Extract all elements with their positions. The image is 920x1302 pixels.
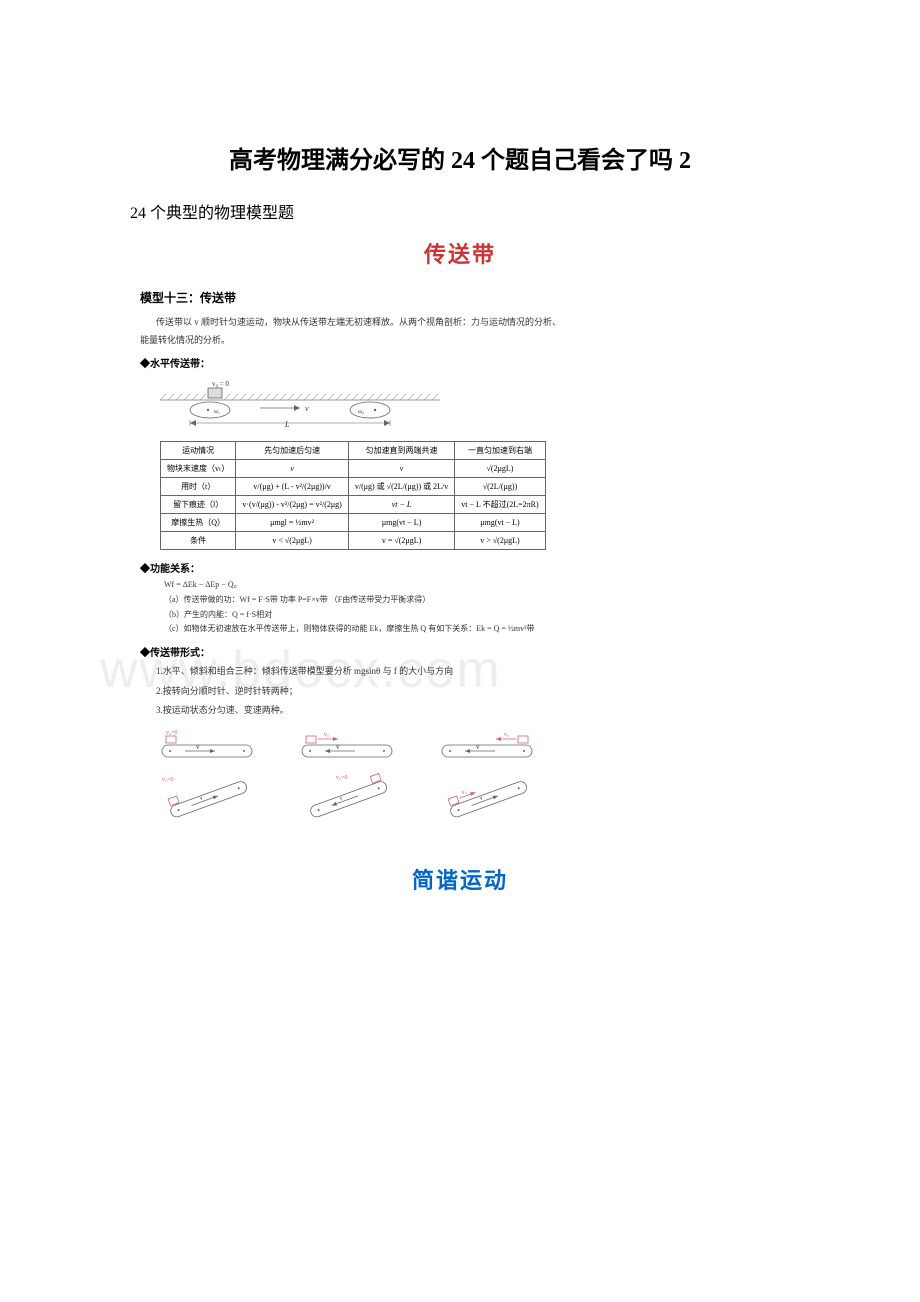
table-cell: v xyxy=(236,460,348,478)
table-cell: vt − L 不超过(2L=2πR) xyxy=(455,496,545,514)
table-cell: v < √(2μgL) xyxy=(236,532,348,550)
table-cell: μmgl = ½mv² xyxy=(236,514,348,532)
formula-4: （c）如物体无初速放在水平传送带上，则物体获得的动能 Ek，摩擦生热 Q 有如下… xyxy=(164,623,780,636)
svg-text:v₀=0: v₀=0 xyxy=(336,775,347,781)
table-row: 条件 v < √(2μgL) v = √(2μgL) v > √(2μgL) xyxy=(161,532,546,550)
inclined-belt-diagram-3: v₀ v xyxy=(440,773,540,823)
page-content: 高考物理满分必写的 24 个题自己看会了吗 2 24 个典型的物理模型题 传送带… xyxy=(140,140,780,895)
svg-text:v: v xyxy=(336,743,340,751)
svg-text:v₀=0: v₀=0 xyxy=(166,730,177,736)
svg-text:v: v xyxy=(199,795,204,802)
table-cell: 摩擦生热（Q） xyxy=(161,514,236,532)
table-cell: √(2L/(μg)) xyxy=(455,478,545,496)
table-cell: μmg(vt − L) xyxy=(348,514,454,532)
table-cell: v = √(2μgL) xyxy=(348,532,454,550)
svg-text:v: v xyxy=(476,743,480,751)
table-cell: 用时（t） xyxy=(161,478,236,496)
table-row: 用时（t） v/(μg) + (L - v²/(2μg))/v v/(μg) 或… xyxy=(161,478,546,496)
table-cell: v/(μg) + (L - v²/(2μg))/v xyxy=(236,478,348,496)
sub-heading-horizontal: ◆水平传送带： xyxy=(140,355,780,370)
table-row: 运动情况 先匀加速后匀速 匀加速直到两端共速 一直匀加速到右端 xyxy=(161,442,546,460)
form-type-2: 2.按转向分顺时针、逆时针转两种； xyxy=(156,685,780,699)
svg-text:v₀: v₀ xyxy=(461,788,468,795)
section-banner-conveyor: 传送带 xyxy=(140,237,780,269)
conveyor-table: 运动情况 先匀加速后匀速 匀加速直到两端共速 一直匀加速到右端 物块末速度（vₜ… xyxy=(160,441,546,550)
inclined-belt-diagram-2: v₀=0 v xyxy=(300,773,400,823)
svg-text:v: v xyxy=(339,795,344,802)
horizontal-belt-diagram-3: v₀ v xyxy=(440,728,540,763)
table-cell: v/(μg) 或 √(2L/(μg)) 或 2L/v xyxy=(348,478,454,496)
svg-text:v: v xyxy=(196,743,200,751)
sub-heading-forms: ◆传送带形式： xyxy=(140,644,780,659)
svg-text:ω₁: ω₁ xyxy=(214,409,220,415)
inclined-belt-diagram-1: v₀=0 v xyxy=(160,773,260,823)
table-cell: v·(v/(μg)) - v²/(2μg) = v²/(2μg) xyxy=(236,496,348,514)
sub-heading-energy: ◆功能关系： xyxy=(140,560,780,575)
horizontal-belt-diagram-2: v₀ v xyxy=(300,728,400,763)
table-cell: 留下痕迹（l） xyxy=(161,496,236,514)
table-row: 留下痕迹（l） v·(v/(μg)) - v²/(2μg) = v²/(2μg)… xyxy=(161,496,546,514)
table-header: 一直匀加速到右端 xyxy=(455,442,545,460)
diagram-row-1: v₀=0 v v₀ v v₀ xyxy=(160,728,780,763)
page-title: 高考物理满分必写的 24 个题自己看会了吗 2 xyxy=(140,140,780,175)
table-cell: μmg(vt − L) xyxy=(455,514,545,532)
table-header: 运动情况 xyxy=(161,442,236,460)
intro-line-2: 能量转化情况的分析。 xyxy=(140,334,780,348)
table-cell: v > √(2μgL) xyxy=(455,532,545,550)
formula-3: （b）产生的内能：Q = f·S相对 xyxy=(164,609,780,622)
table-cell: 物块末速度（vₜ） xyxy=(161,460,236,478)
model-heading: 模型十三：传送带 xyxy=(140,289,780,306)
intro-line-1: 传送带以 v 顺时针匀速运动，物块从传送带左端无初速释放。从两个视角剖析：力与运… xyxy=(156,316,780,330)
table-cell: 条件 xyxy=(161,532,236,550)
svg-text:v₀=0: v₀=0 xyxy=(162,777,173,783)
table-row: 摩擦生热（Q） μmgl = ½mv² μmg(vt − L) μmg(vt −… xyxy=(161,514,546,532)
svg-text:v₀: v₀ xyxy=(504,732,509,738)
subtitle-text: 24 个典型的物理模型题 xyxy=(130,199,780,223)
svg-text:ω₂: ω₂ xyxy=(358,409,364,415)
svg-text:v: v xyxy=(479,795,484,802)
section-banner-shm: 简谐运动 xyxy=(140,863,780,895)
table-header: 匀加速直到两端共速 xyxy=(348,442,454,460)
form-type-1: 1.水平、倾斜和组合三种：倾斜传送带模型要分析 mgsinθ 与 f 的大小与方… xyxy=(156,665,780,679)
diagram-row-2: v₀=0 v v₀=0 v xyxy=(160,773,780,823)
table-cell: v xyxy=(348,460,454,478)
form-types-list: 1.水平、倾斜和组合三种：倾斜传送带模型要分析 mgsinθ 与 f 的大小与方… xyxy=(156,665,780,718)
table-cell: vt − L xyxy=(348,496,454,514)
table-cell: √(2μgL) xyxy=(455,460,545,478)
svg-text:v₀: v₀ xyxy=(324,732,329,738)
horizontal-belt-diagram-1: v₀=0 v xyxy=(160,728,260,763)
formula-1: Wf = ΔEk − ΔEp − Q。 xyxy=(164,579,780,592)
form-type-3: 3.按运动状态分匀速、变速两种。 xyxy=(156,704,780,718)
table-row: 物块末速度（vₜ） v v √(2μgL) xyxy=(161,460,546,478)
formula-2: （a）传送带做的功：Wf = F·S带 功率 P=F×v带 （F由传送带受力平衡… xyxy=(164,594,780,607)
svg-text:v₀ = 0: v₀ = 0 xyxy=(212,380,229,388)
belt-diagram: v₀ = 0 ω₁ v ω₂ L xyxy=(160,378,440,428)
table-header: 先匀加速后匀速 xyxy=(236,442,348,460)
svg-text:v: v xyxy=(305,404,309,413)
svg-text:L: L xyxy=(284,420,290,428)
